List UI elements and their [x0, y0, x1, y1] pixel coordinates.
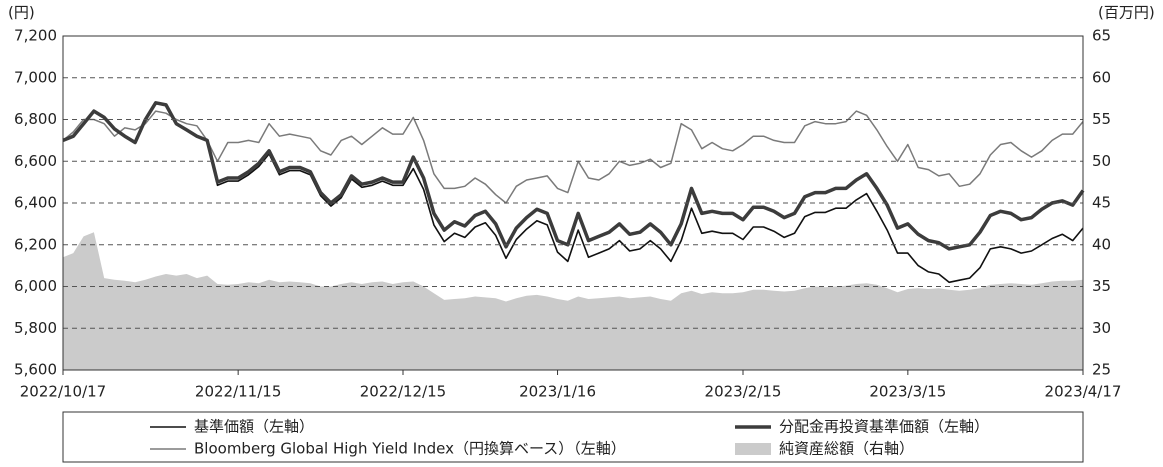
line-series	[62, 101, 1085, 251]
area-series	[63, 232, 1083, 370]
y2-tick-label: 65	[1092, 27, 1111, 45]
line-series	[62, 102, 1084, 284]
y-tick-label: 5,800	[14, 319, 57, 337]
y-tick-label: 7,000	[14, 68, 57, 86]
legend-label: Bloomberg Global High Yield Index（円換算ベース…	[194, 440, 626, 458]
x-tick-label: 2023/1/16	[519, 383, 596, 401]
y-tick-label: 5,600	[14, 361, 57, 379]
legend-box	[62, 411, 1084, 463]
y-tick-label: 6,400	[14, 194, 57, 212]
y-unit: (円)	[8, 4, 35, 22]
y2-tick-label: 25	[1092, 361, 1111, 379]
x-tick-label: 2022/12/15	[360, 383, 446, 401]
x-tick-label: 2022/11/15	[195, 383, 281, 401]
y2-tick-label: 55	[1092, 110, 1111, 128]
y-tick-label: 7,200	[14, 27, 57, 45]
x-tick-label: 2023/4/17	[1045, 383, 1122, 401]
line-series	[62, 110, 1084, 204]
y2-tick-label: 30	[1092, 319, 1111, 337]
y2-tick-label: 60	[1092, 68, 1111, 86]
x-tick-label: 2022/10/17	[20, 383, 106, 401]
legend-swatch	[735, 443, 771, 455]
y-tick-label: 6,000	[14, 277, 57, 295]
legend-label: 分配金再投資基準価額（左軸）	[779, 418, 989, 436]
x-tick-label: 2023/3/15	[869, 383, 946, 401]
y2-tick-label: 40	[1092, 235, 1111, 253]
x-tick-label: 2023/2/15	[705, 383, 782, 401]
y-tick-label: 6,800	[14, 110, 57, 128]
y-tick-label: 6,200	[14, 235, 57, 253]
y-tick-label: 6,600	[14, 152, 57, 170]
legend-label: 基準価額（左軸）	[194, 418, 314, 436]
y2-tick-label: 50	[1092, 152, 1111, 170]
legend-label: 純資産総額（右軸）	[779, 440, 914, 458]
y2-tick-label: 45	[1092, 194, 1111, 212]
plot-frame	[62, 35, 1084, 371]
y2-tick-label: 35	[1092, 277, 1111, 295]
y2-unit: (百万円)	[1098, 4, 1155, 22]
